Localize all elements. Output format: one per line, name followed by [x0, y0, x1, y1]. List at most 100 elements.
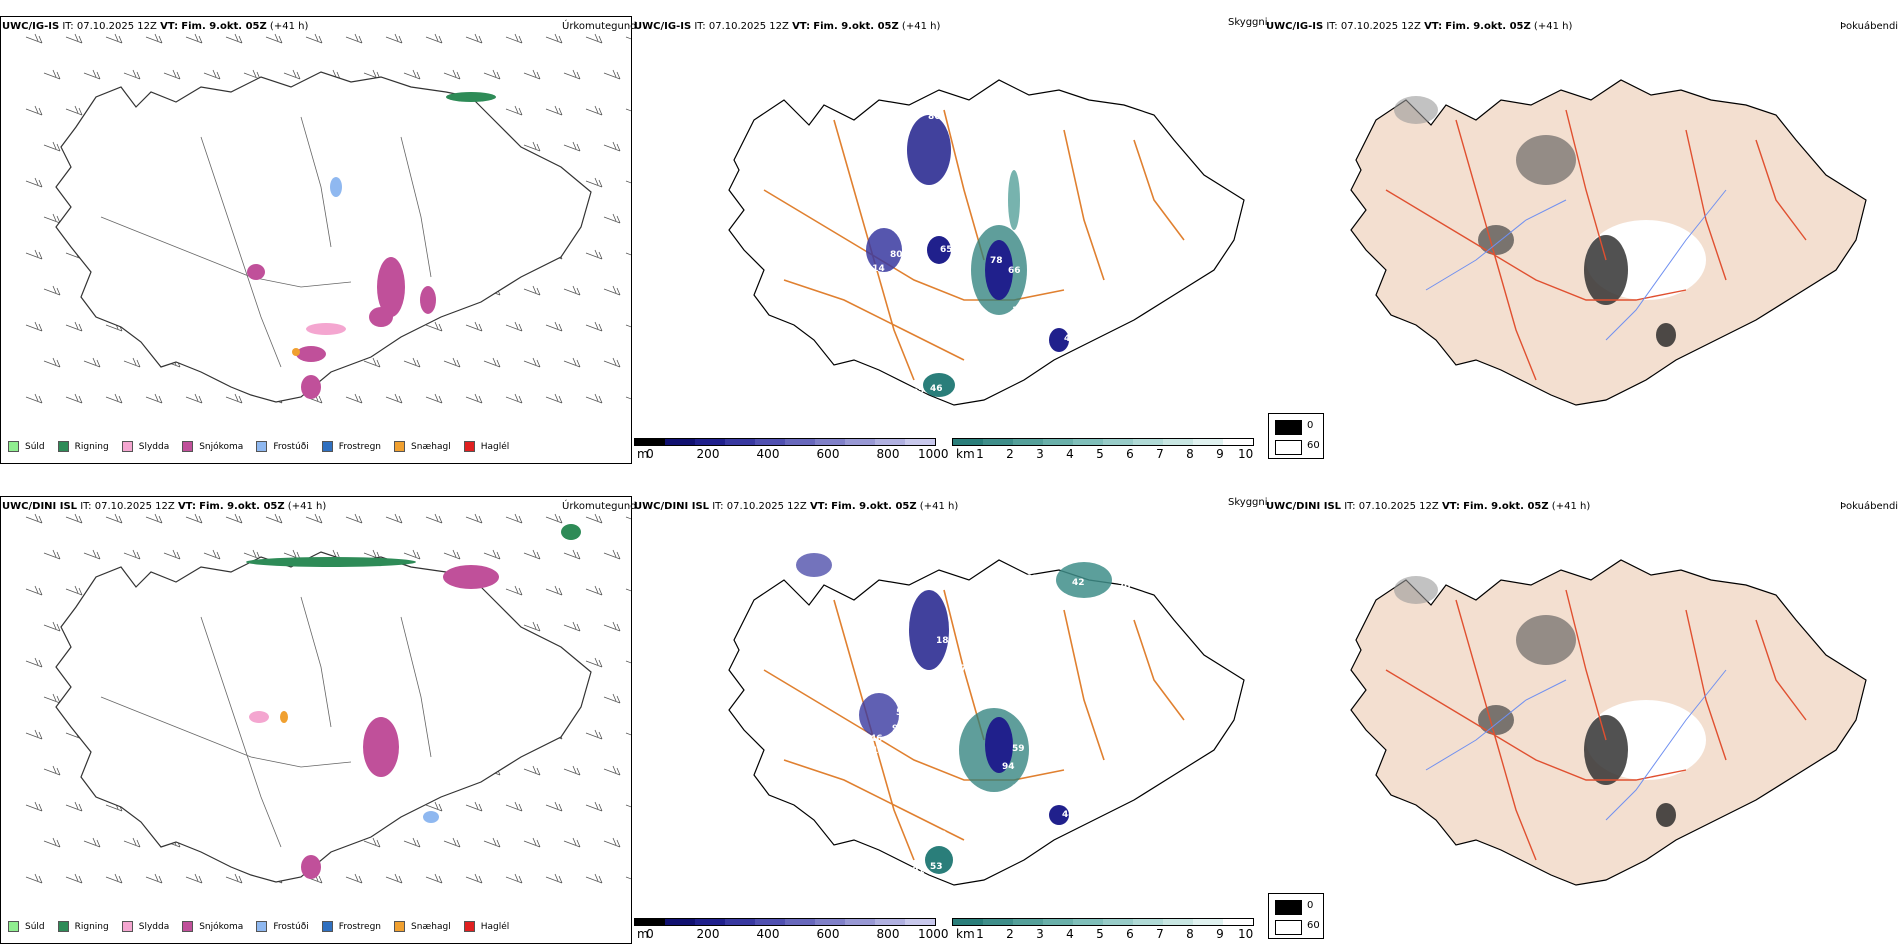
cbar-seg: [1223, 919, 1253, 925]
low-visibility-area: [907, 115, 951, 185]
tick-label: 7: [1156, 447, 1164, 461]
panel-fog-bottom: UWC/DINI ISL IT: 07.10.2025 12Z VT: Fim.…: [1266, 480, 1900, 950]
precip-snow-patch: [301, 375, 321, 399]
visibility-value: 98: [956, 148, 969, 158]
wind-barb: [563, 285, 581, 296]
tick-label: 2: [1006, 447, 1014, 461]
legend-item: Súld: [8, 921, 45, 932]
tick-label: 800: [876, 447, 900, 461]
cbar-seg: [845, 439, 875, 445]
iceland-visibility-map: [728, 79, 1245, 406]
tick-label: 800: [876, 927, 900, 941]
tick-label: 6: [1126, 447, 1134, 461]
wind-barb: [25, 105, 43, 116]
wind-barb: [43, 837, 61, 848]
precip-rain-patch: [446, 92, 496, 102]
iceland-precip-map: [25, 33, 631, 404]
wind-barb: [585, 729, 603, 740]
wind-barb: [603, 141, 621, 152]
wind-barb: [443, 549, 461, 560]
low-visibility-area: [1056, 562, 1112, 598]
tick-label: 6: [1126, 927, 1134, 941]
road-network: [763, 589, 1185, 861]
map-frame: [0, 16, 632, 464]
wind-barb: [203, 69, 221, 80]
legend-swatch: [256, 921, 268, 932]
cbar-seg: [1013, 919, 1043, 925]
fog-moderate: [1478, 705, 1514, 735]
iceland-visibility-map: [728, 553, 1245, 886]
wind-barb: [545, 873, 563, 884]
low-visibility-area: [859, 693, 899, 737]
legend-label: Snæhagl: [411, 441, 451, 452]
cbar-seg: [845, 919, 875, 925]
low-visibility-area: [1008, 170, 1020, 230]
visibility-km-ticks: km 1 2 3 4 5 6 7 8 9 10: [952, 927, 1262, 941]
visibility-value: 51: [896, 708, 909, 718]
visibility-value: 32: [912, 388, 925, 398]
fog-low-label: 0: [1307, 900, 1314, 911]
wind-barb: [105, 513, 123, 524]
low-visibility-area: [927, 236, 951, 264]
wind-barb: [625, 396, 631, 400]
visibility-value: 97: [954, 664, 967, 674]
cbar-seg: [983, 919, 1013, 925]
iceland-precip-map: [25, 513, 631, 884]
param-label: Skyggni: [1228, 17, 1268, 28]
precip-snow-pellet-patch: [280, 711, 288, 723]
wind-barb: [603, 837, 621, 848]
wind-barb: [505, 321, 523, 332]
wind-barb: [145, 873, 163, 884]
low-visibility-area: [909, 590, 949, 670]
lead-time: (+41 h): [269, 21, 309, 32]
cbar-seg: [665, 919, 695, 925]
wind-barb: [225, 393, 243, 404]
fog-low-label: 0: [1307, 420, 1314, 431]
wind-barb: [545, 105, 563, 116]
wind-barb: [465, 513, 483, 524]
wind-barb: [523, 549, 541, 560]
wind-barb: [585, 657, 603, 668]
fog-dense: [1584, 715, 1628, 785]
wind-barb: [43, 549, 61, 560]
wind-barb: [625, 876, 631, 880]
wind-barb: [65, 585, 83, 596]
wind-barb: [545, 33, 563, 44]
fog-light: [1394, 576, 1438, 604]
wind-barb: [25, 249, 43, 260]
wind-barb: [563, 69, 581, 80]
tick-label: 10: [1238, 927, 1254, 941]
cbar-seg: [725, 439, 755, 445]
wind-barb: [545, 321, 563, 332]
cbar-seg: [785, 439, 815, 445]
low-visibility-area: [923, 373, 955, 397]
wind-barb: [603, 693, 621, 704]
visibility-value: 70: [1118, 582, 1131, 592]
visibility-value: 65: [940, 245, 953, 255]
wind-barb: [385, 873, 403, 884]
wind-barb: [483, 357, 501, 368]
cbar-seg: [815, 439, 845, 445]
wind-barb: [465, 873, 483, 884]
panel-precip-type-bottom: UWC/DINI ISL IT: 07.10.2025 12Z VT: Fim.…: [0, 480, 637, 950]
panel-title: UWC/IG-IS IT: 07.10.2025 12Z VT: Fim. 9.…: [634, 21, 940, 32]
legend-item: Haglél: [463, 441, 510, 452]
wind-barb: [385, 513, 403, 524]
iceland-coastline: [55, 71, 592, 403]
wind-barb: [483, 69, 501, 80]
wind-barb: [403, 837, 421, 848]
panel-title: UWC/IG-IS IT: 07.10.2025 12Z VT: Fim. 9.…: [2, 21, 308, 32]
legend-label: Haglél: [480, 441, 510, 452]
wind-barb: [43, 621, 61, 632]
wind-barb: [585, 873, 603, 884]
wind-barb: [625, 108, 631, 112]
visibility-m-ticks: m 0 200 400 600 800 1000: [634, 927, 954, 941]
legend-item: Slydda: [121, 441, 169, 452]
wind-barb: [43, 357, 61, 368]
legend-swatch: [57, 441, 69, 452]
legend-swatch: [394, 441, 406, 452]
precip-snow-patch: [247, 264, 265, 280]
wind-barb: [523, 69, 541, 80]
wind-barb: [123, 549, 141, 560]
tick-label: 4: [1066, 447, 1074, 461]
